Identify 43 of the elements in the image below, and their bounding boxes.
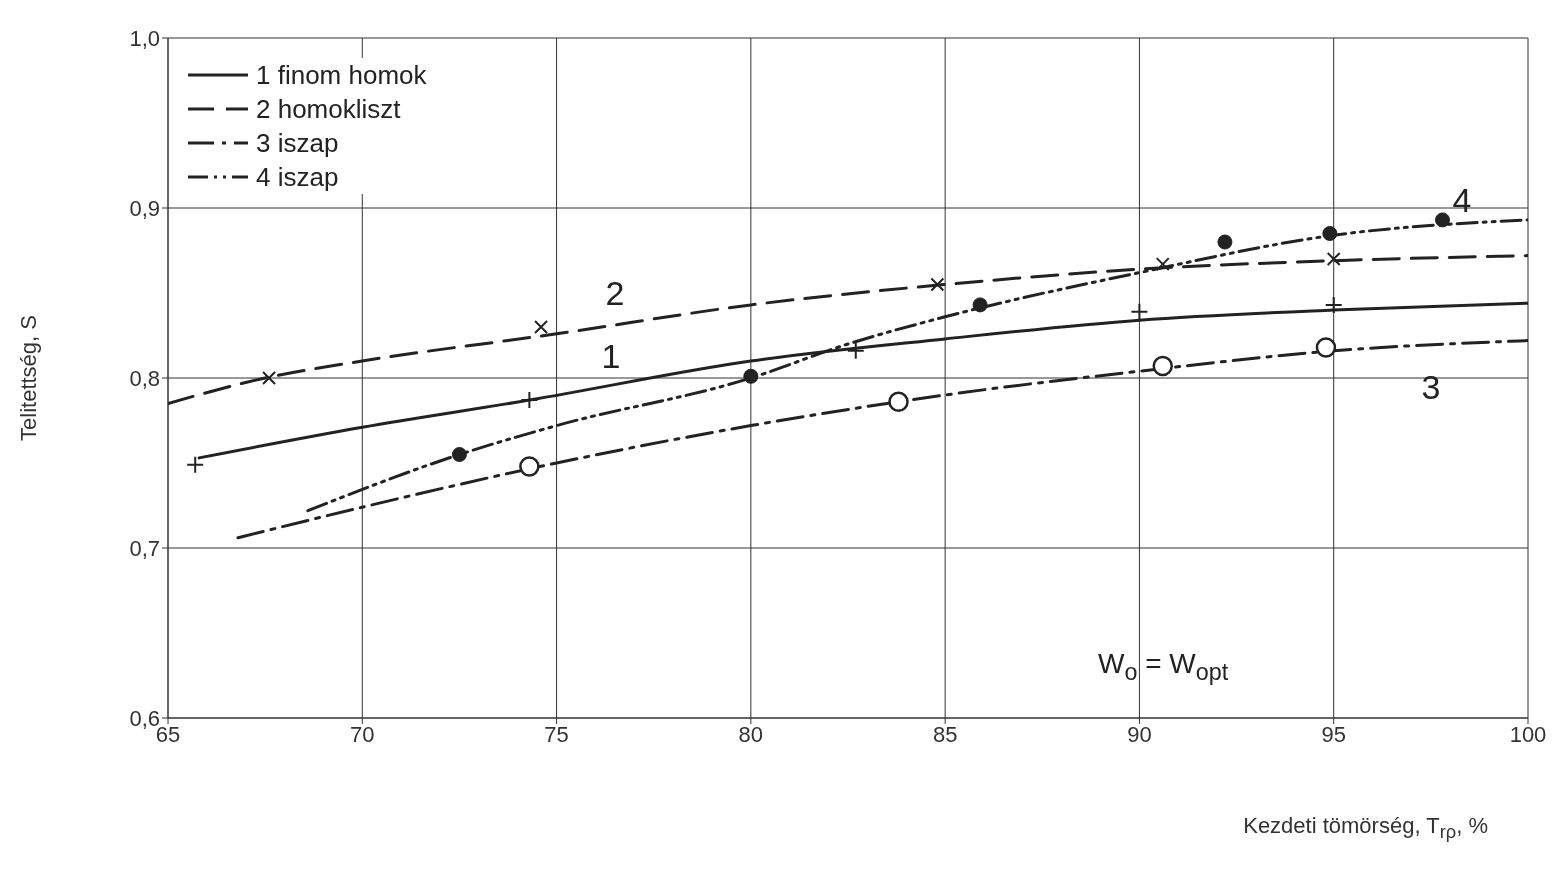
point: [520, 391, 539, 410]
point: [1217, 234, 1233, 250]
annotation: 1: [601, 336, 621, 375]
legend-label: 2 homokliszt: [256, 93, 401, 125]
point: [1130, 302, 1149, 321]
point: [888, 391, 909, 413]
point: [930, 277, 945, 292]
point: [1326, 252, 1341, 266]
y-tick-label: 0,7: [129, 535, 160, 561]
annotation: W$_{o}$ = W$_{opt}$: [1098, 648, 1229, 686]
point: [519, 456, 540, 477]
x-tick-label: 70: [350, 721, 375, 747]
x-tick-label: 95: [1321, 721, 1346, 747]
legend-label: 3 iszap: [256, 127, 339, 159]
point: [846, 341, 865, 360]
x-tick-label: 90: [1127, 721, 1152, 747]
x-tick-label: 80: [738, 721, 764, 747]
point: [186, 455, 205, 474]
annotation: 3: [1421, 367, 1441, 406]
annotation: 2: [605, 274, 625, 313]
x-tick-label: 100: [1509, 721, 1547, 747]
legend-label: 4 iszap: [256, 161, 339, 193]
x-tick-label: 75: [544, 721, 569, 747]
x-tick-label: 85: [932, 721, 958, 747]
point: [1155, 257, 1170, 272]
point: [1315, 337, 1337, 358]
point: [1435, 212, 1451, 228]
y-tick-label: 0,9: [129, 195, 160, 221]
point: [972, 297, 988, 313]
point: [1152, 355, 1173, 377]
point: [743, 368, 759, 384]
point: [534, 320, 549, 334]
point: [262, 371, 277, 385]
y-tick-label: 0,8: [129, 365, 160, 391]
y-tick-label: 1,0: [129, 25, 160, 51]
x-axis-title: Kezdeti tömörség, T$_{rρ}$, %: [1243, 813, 1488, 844]
point: [1324, 295, 1343, 314]
y-axis-title: Telitettség, S: [15, 315, 41, 441]
point: [451, 447, 467, 462]
point: [1322, 226, 1338, 241]
line-series: [236, 339, 1528, 540]
annotation: 4: [1452, 180, 1472, 219]
legend-label: 1 finom homok: [256, 59, 427, 91]
